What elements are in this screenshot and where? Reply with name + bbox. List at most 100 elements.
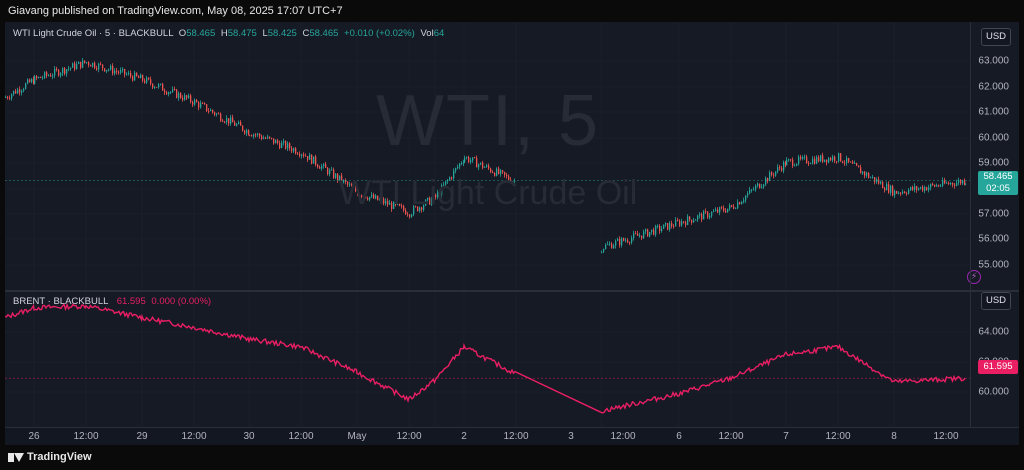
chart-container[interactable]: WTI, 5 WTI Light Crude Oil WTI Light Cru…	[5, 22, 1019, 445]
candle-body	[194, 99, 196, 105]
candle-body	[721, 207, 723, 209]
time-axis[interactable]: 26 12:00 29 12:00 30 12:00 May 12:00 2 1…	[5, 427, 1019, 446]
candle-body	[876, 179, 878, 182]
candle-body	[86, 62, 88, 63]
tradingview-brand: TradingView	[27, 451, 92, 463]
brent-price-axis[interactable]: USD 64.000 63.000 60.000 61.595	[970, 292, 1019, 427]
time-label: 26	[28, 431, 40, 442]
candle-body	[337, 173, 339, 181]
brent-chart-svg[interactable]	[5, 292, 971, 427]
candle-body	[301, 154, 303, 156]
candle-body	[663, 224, 665, 229]
brent-plot-area[interactable]: BRENT · BLACKBULL 61.595 0.000 (0.00%)	[5, 292, 971, 427]
candle-body	[494, 172, 496, 176]
wti-chart-svg[interactable]	[5, 22, 971, 290]
candle-body	[387, 200, 389, 205]
candle-body	[478, 164, 480, 168]
candle-body	[353, 186, 355, 188]
candle-body	[453, 170, 455, 179]
candle-body	[814, 158, 816, 164]
candle-body	[90, 65, 92, 67]
candle-body	[220, 113, 222, 121]
candle-body	[210, 109, 212, 112]
candle-body	[100, 63, 102, 65]
wti-plot-area[interactable]: WTI, 5 WTI Light Crude Oil WTI Light Cru…	[5, 22, 981, 290]
candle-body	[108, 69, 110, 71]
lightning-icon[interactable]: ⚡	[967, 270, 981, 284]
candle-body	[816, 157, 818, 164]
candle-body	[403, 206, 405, 211]
candle-body	[275, 140, 277, 144]
candle-body	[184, 95, 186, 100]
candle-body	[611, 243, 613, 249]
candle-body	[110, 65, 112, 70]
candle-body	[457, 166, 459, 169]
candle-body	[415, 206, 417, 208]
candle-body	[918, 188, 920, 190]
candle-body	[938, 185, 940, 187]
candle-body	[375, 195, 377, 199]
candle-body	[679, 220, 681, 226]
candle-body	[401, 205, 403, 207]
candle-body	[641, 235, 643, 239]
price-tick: 63.000	[978, 55, 1009, 67]
candle-body	[681, 221, 683, 226]
candle-body	[705, 211, 707, 213]
candle-body	[852, 161, 854, 164]
brent-currency-button[interactable]: USD	[981, 292, 1011, 310]
candle-body	[661, 228, 663, 231]
candle-body	[166, 92, 168, 95]
wti-price-axis[interactable]: USD 63.000 62.000 61.000 60.000 59.000 5…	[970, 22, 1019, 290]
candle-body	[765, 178, 767, 185]
candle-body	[934, 184, 936, 187]
candle-body	[864, 171, 866, 176]
candle-body	[261, 136, 263, 139]
candle-body	[472, 157, 474, 161]
candle-body	[635, 233, 637, 235]
candle-body	[118, 71, 120, 73]
tradingview-logo[interactable]: TradingView	[8, 451, 92, 463]
candle-body	[343, 180, 345, 183]
volume-value: 64	[433, 28, 445, 39]
price-tick: 61.000	[978, 106, 1009, 118]
candle-body	[900, 192, 902, 194]
candle-body	[190, 95, 192, 102]
candle-body	[341, 175, 343, 183]
candle-body	[441, 185, 443, 196]
candle-body	[445, 181, 447, 185]
candle-body	[747, 193, 749, 196]
candle-body	[874, 177, 876, 182]
brent-pane[interactable]: BRENT · BLACKBULL 61.595 0.000 (0.00%) U…	[5, 292, 1019, 427]
candle-body	[411, 214, 413, 217]
candle-body	[779, 167, 781, 169]
candle-body	[238, 122, 240, 124]
time-label: 12:00	[610, 431, 636, 442]
candle-body	[9, 98, 11, 99]
candle-body	[502, 170, 504, 172]
candle-body	[788, 159, 790, 161]
candle-body	[912, 187, 914, 190]
candle-body	[321, 165, 323, 169]
brent-symbol-label[interactable]: BRENT · BLACKBULL	[13, 296, 109, 307]
candle-body	[216, 113, 218, 115]
last-price-value: 58.465	[983, 171, 1013, 182]
wti-symbol-label[interactable]: WTI Light Crude Oil · 5 · BLACKBULL	[13, 28, 174, 39]
candle-body	[68, 68, 70, 70]
candle-body	[755, 185, 757, 190]
candle-body	[856, 163, 858, 166]
candle-body	[665, 223, 667, 225]
wti-currency-button[interactable]: USD	[981, 28, 1011, 46]
candle-body	[273, 138, 275, 144]
candle-body	[890, 186, 892, 193]
candle-body	[840, 153, 842, 162]
candle-body	[942, 180, 944, 186]
candle-body	[649, 231, 651, 237]
high-value: 58.475	[227, 28, 257, 39]
candle-body	[936, 185, 938, 187]
pane-divider[interactable]	[5, 290, 1019, 292]
candle-body	[242, 125, 244, 131]
time-label: 2	[461, 431, 467, 442]
candle-body	[174, 89, 176, 90]
wti-pane[interactable]: WTI, 5 WTI Light Crude Oil WTI Light Cru…	[5, 22, 1019, 290]
candle-body	[11, 94, 13, 99]
